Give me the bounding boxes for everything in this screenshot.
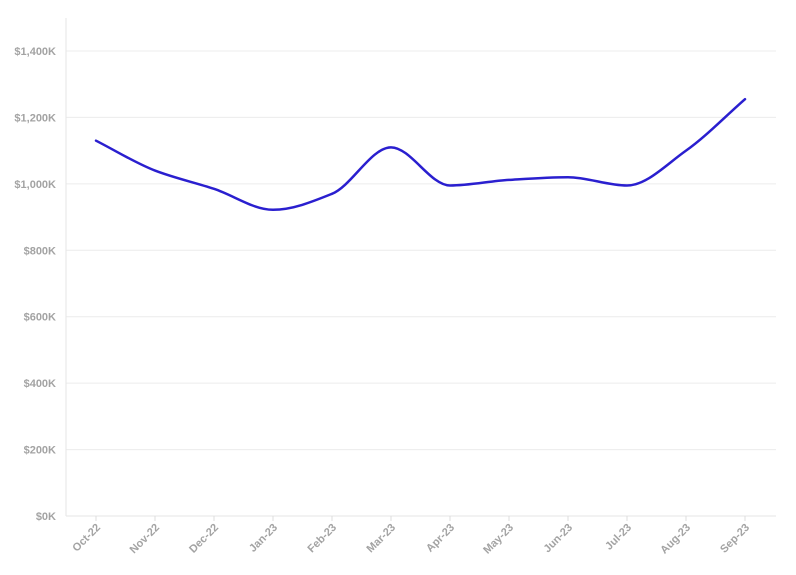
y-tick-label: $200K: [24, 445, 56, 457]
x-tick-label: Nov-22: [128, 522, 162, 556]
x-tick-label: May-23: [481, 522, 516, 557]
data-point: [506, 177, 512, 183]
series-line: [94, 97, 747, 212]
data-point: [388, 144, 394, 150]
y-tick-label: $600K: [24, 312, 56, 324]
x-tick-label: Mar-23: [365, 522, 399, 556]
data-point: [565, 174, 571, 180]
y-tick-label: $0K: [36, 511, 56, 523]
x-tick-label: Apr-23: [424, 522, 457, 555]
data-point: [683, 148, 689, 154]
x-tick-label: Sep-23: [718, 522, 752, 556]
data-point: [624, 183, 630, 189]
x-tick-label: Jun-23: [542, 522, 576, 556]
x-tick-label: Oct-22: [70, 522, 103, 555]
y-axis: $0K $200K $400K $600K $800K $1,000K $1,200K $1,…: [14, 18, 67, 523]
data-point: [93, 138, 99, 144]
data-point: [447, 183, 453, 189]
x-tick-label: Jan-23: [247, 522, 280, 555]
x-axis: Oct-22 Nov-22 Dec-22 Jan-23 Feb-23 Mar-23 Apr-…: [66, 515, 776, 557]
data-point: [742, 96, 748, 102]
data-point: [270, 207, 276, 213]
series-layer: [93, 96, 748, 213]
x-tick-label: Jul-23: [603, 522, 634, 553]
gridlines: [66, 50, 776, 517]
y-tick-label: $800K: [24, 245, 56, 257]
data-point: [329, 191, 335, 197]
x-tick-label: Dec-22: [187, 522, 221, 556]
y-tick-label: $1,200K: [14, 112, 56, 124]
y-tick-label: $1,000K: [14, 179, 56, 191]
data-point: [152, 168, 158, 174]
x-tick-label: Feb-23: [306, 522, 340, 556]
y-tick-label: $400K: [24, 378, 56, 390]
data-point: [211, 186, 217, 192]
x-tick-label: Aug-23: [658, 522, 693, 557]
y-tick-label: $1,400K: [14, 46, 56, 58]
